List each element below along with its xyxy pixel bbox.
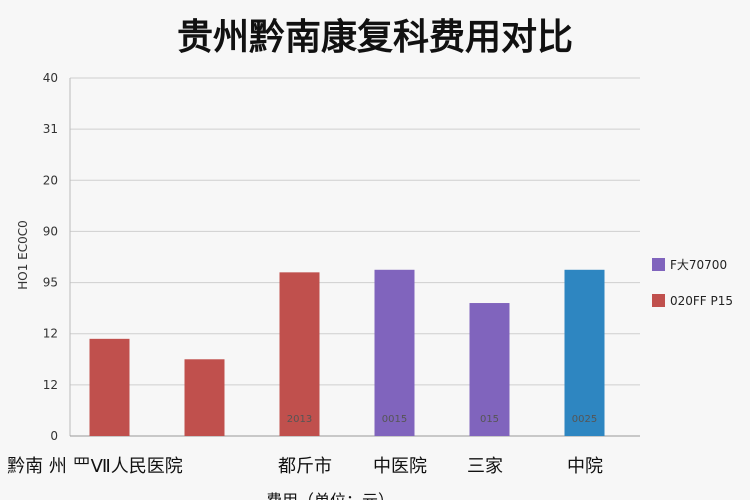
y-tick-label: 90 (43, 224, 58, 238)
y-axis-label: HO1 EC0C0 (16, 220, 30, 290)
x-tick-label: 中医院 (373, 456, 427, 477)
bar-data-label: 015 (480, 414, 499, 425)
axes (69, 78, 640, 437)
x-tick-label: 三家 (467, 456, 503, 477)
legend-label: 020FF P15 (670, 294, 733, 308)
y-tick-label: 20 (43, 173, 58, 187)
x-tick-label: 黔南 州 罒Ⅶ人民医院 (7, 456, 183, 477)
chart-title: 贵州黔南康复科费用对比 (176, 17, 573, 58)
bars (89, 269, 605, 436)
bar (564, 269, 605, 436)
legend: F大70700 020FF P15 (652, 258, 733, 308)
bar-data-label: 0025 (572, 414, 597, 425)
bar (279, 272, 320, 436)
labels: 0 12 12 95 90 20 31 40 2013 0015 015 0025 黔南 州 罒Ⅶ人民医… (7, 71, 603, 477)
bar (374, 269, 415, 436)
bar-data-label: 0015 (382, 414, 407, 425)
y-tick-label: 12 (43, 378, 58, 392)
legend-label: F大70700 (670, 258, 727, 272)
y-tick-label: 0 (50, 429, 58, 443)
bar (89, 338, 130, 436)
legend-swatch (652, 294, 665, 307)
bar-data-label: 2013 (287, 414, 312, 425)
y-tick-label: 12 (43, 327, 58, 341)
x-tick-label: 都斤市 (278, 456, 332, 477)
y-tick-label: 95 (43, 276, 58, 290)
bar (469, 303, 510, 436)
legend-swatch (652, 258, 665, 271)
gridlines (70, 77, 640, 437)
y-tick-label: 40 (43, 71, 58, 85)
y-tick-label: 31 (43, 122, 58, 136)
x-axis-label: 费用（单位：元） (266, 491, 394, 500)
bar (184, 359, 225, 436)
x-tick-label: 中院 (567, 456, 603, 477)
